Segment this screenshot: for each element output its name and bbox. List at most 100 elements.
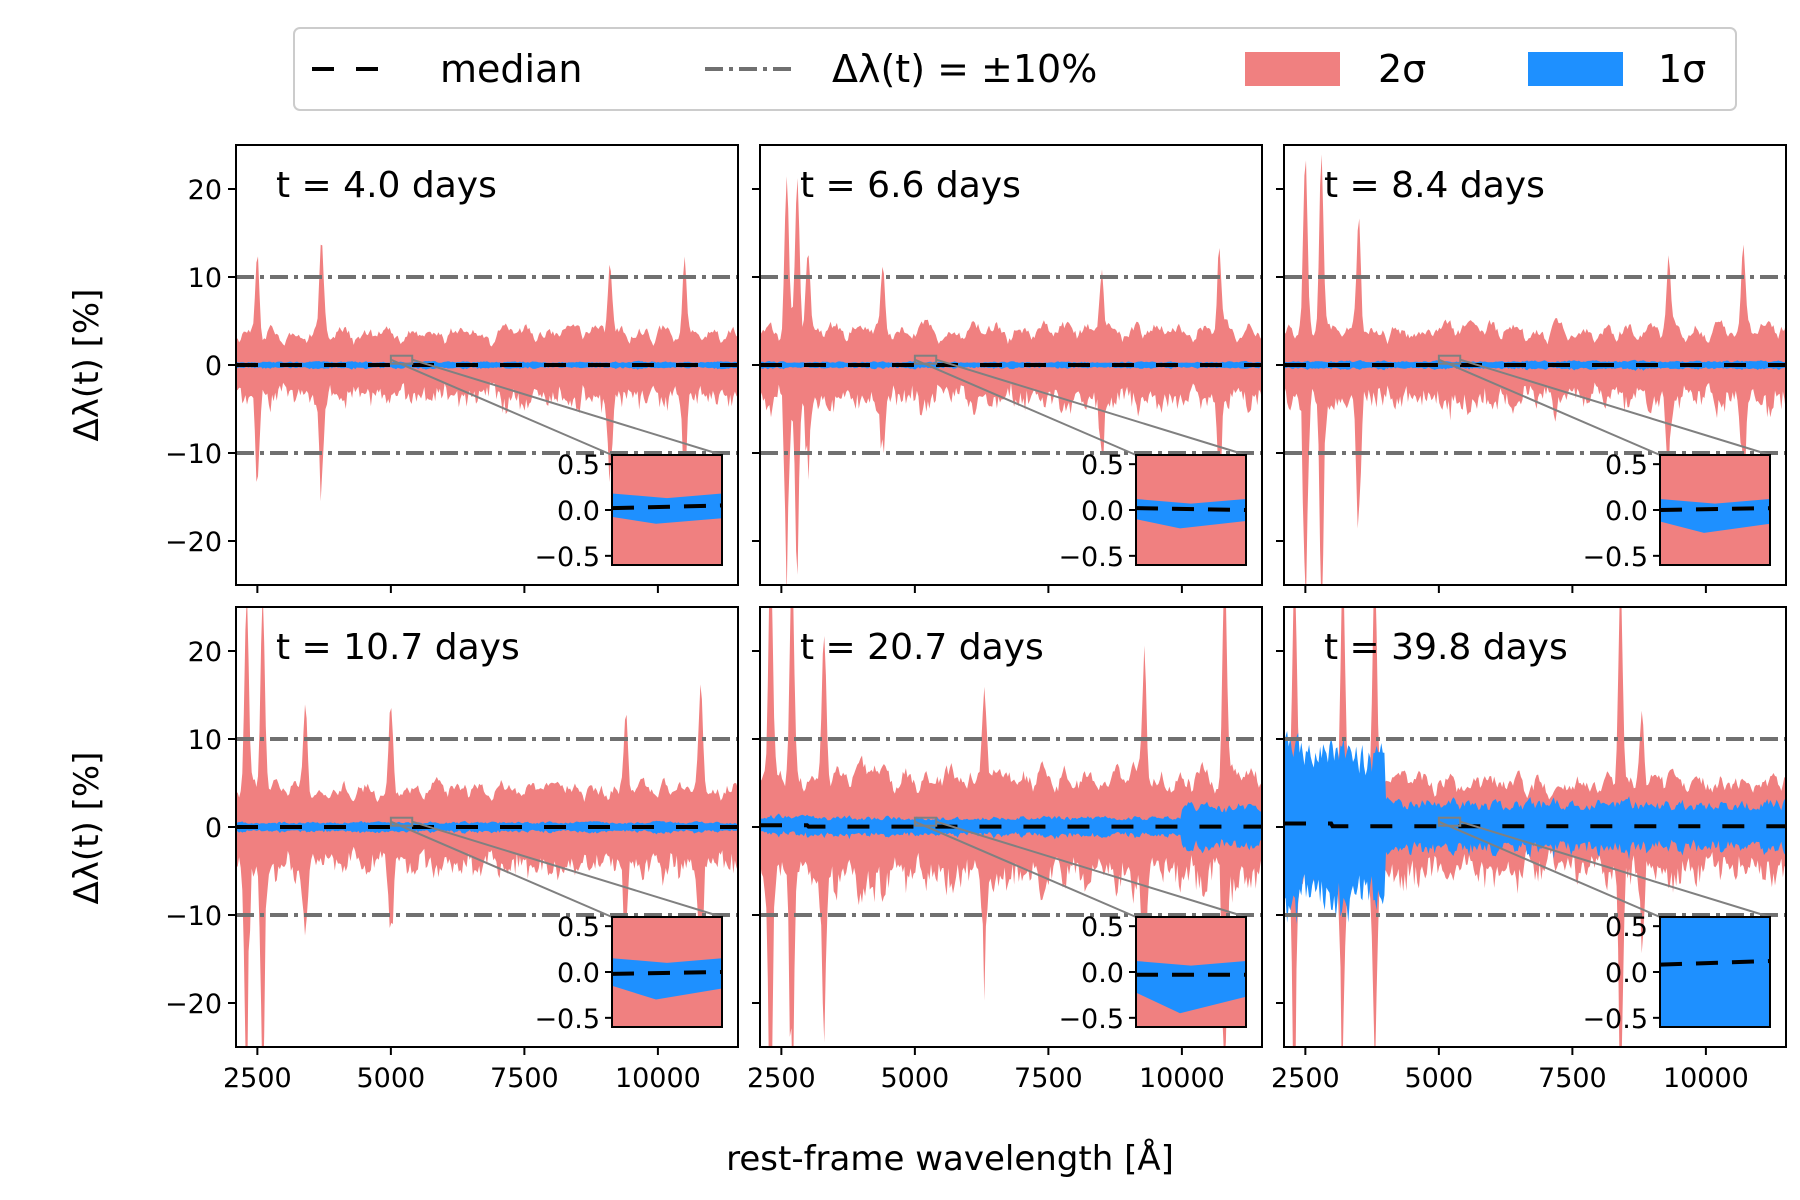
inset-y-tick-label: 0.0 [1081,958,1124,989]
legend-threshold-label: Δλ(t) = ±10% [832,47,1097,91]
one-sigma-band [1284,359,1786,371]
x-tick-label: 7500 [1538,1063,1607,1094]
inset-axes: 0.5 0.0 −0.5 [1582,912,1771,1035]
inset-y-tick-label: −0.5 [1058,542,1124,573]
y-tick-label: −10 [165,439,222,470]
inset-y-tick-label: 0.5 [1081,912,1124,943]
inset-median [1659,959,1771,967]
inset-y-tick-label: −0.5 [534,542,600,573]
legend: median Δλ(t) = ±10% 2σ 1σ [293,27,1737,111]
subplot-panel: 2500 5000 7500 10000 20 10 0 −10 −20 t = 10.7 day… [165,606,739,1094]
legend-1sigma-swatch [1528,52,1623,86]
y-tick-label: −20 [165,527,222,558]
panel-title: t = 4.0 days [276,165,497,206]
plot-area [1284,154,1786,585]
one-sigma-band [760,361,1262,370]
plot-area [236,244,738,502]
y-tick-label: 20 [188,637,222,668]
subplot-panel: 2500 5000 7500 10000 t = 20.7 days 0.5 0.0 −0.5 [747,606,1263,1094]
two-sigma-band [236,244,738,502]
inset-axes: 0.5 0.0 −0.5 [534,450,723,573]
two-sigma-band [1284,154,1786,585]
inset-y-tick-label: 0.0 [1605,496,1648,527]
x-tick-label: 10000 [1663,1063,1749,1094]
subplot-panel: t = 8.4 days 0.5 0.0 −0.5 [1276,144,1787,593]
y-tick-label: 0 [205,351,222,382]
panel-title: t = 6.6 days [800,165,1021,206]
inset-axes: 0.5 0.0 −0.5 [1582,450,1771,573]
inset-axes: 0.5 0.0 −0.5 [1058,450,1247,573]
inset-y-tick-label: −0.5 [1582,1004,1648,1035]
x-tick-label: 5000 [881,1063,950,1094]
y-tick-label: 10 [188,725,222,756]
plot-area [760,607,1262,1047]
subplot-panel: 2500 5000 7500 10000 t = 39.8 days 0.5 0.0 −0.5 [1271,606,1787,1094]
plot-area [1284,607,1786,1047]
panel-title: t = 39.8 days [1324,627,1568,668]
x-tick-label: 10000 [615,1063,701,1094]
zoom-connector [914,358,1137,456]
inset-two-sigma [1660,917,1770,1027]
inset-median [611,503,723,511]
inset-one-sigma [612,958,722,1000]
panel-title: t = 20.7 days [800,627,1044,668]
y-tick-label: 10 [188,263,222,294]
panel-title: t = 8.4 days [1324,165,1545,206]
zoom-connector [1459,820,1771,918]
inset-y-tick-label: 0.5 [1605,912,1648,943]
zoom-connector [1459,358,1771,456]
y-axis-label-bottom: Δλ(t) [%] [67,752,107,905]
zoom-connector [1438,820,1661,918]
zoom-connector [411,820,723,918]
x-axis-label: rest-frame wavelength [Å] [726,1138,1174,1179]
y-tick-label: −20 [165,989,222,1020]
inset-axes: 0.5 0.0 −0.5 [1058,912,1247,1035]
subplot-panel: t = 6.6 days 0.5 0.0 −0.5 [752,144,1263,593]
inset-y-tick-label: −0.5 [534,1004,600,1035]
x-tick-label: 5000 [1405,1063,1474,1094]
zoom-connector [390,820,613,918]
inset-y-tick-label: −0.5 [1058,1004,1124,1035]
inset-y-tick-label: 0.5 [1605,450,1648,481]
one-sigma-band [236,820,738,835]
inset-median [1659,506,1771,512]
x-tick-label: 2500 [1271,1063,1340,1094]
panel-title: t = 10.7 days [276,627,520,668]
inset-axes: 0.5 0.0 −0.5 [534,912,723,1035]
x-tick-label: 7500 [490,1063,559,1094]
zoom-connector [935,820,1247,918]
y-tick-label: −10 [165,901,222,932]
x-tick-label: 5000 [357,1063,426,1094]
subplot-panel: 20 10 0 −10 −20 t = 4.0 days 0.5 0.0 −0.5 [165,144,739,593]
zoom-connector [914,820,1137,918]
y-axis-label-top: Δλ(t) [%] [67,289,107,442]
x-tick-label: 10000 [1139,1063,1225,1094]
inset-y-tick-label: 0.0 [1081,496,1124,527]
legend-2sigma-swatch [1245,52,1340,86]
legend-1sigma-label: 1σ [1658,47,1706,91]
two-sigma-band [236,607,738,1047]
y-tick-label: 0 [205,813,222,844]
plot-area [236,607,738,1047]
inset-y-tick-label: −0.5 [1582,542,1648,573]
inset-y-tick-label: 0.5 [557,912,600,943]
legend-2sigma-label: 2σ [1378,47,1426,91]
x-tick-label: 2500 [747,1063,816,1094]
two-sigma-band [760,176,1262,585]
legend-frame [293,27,1737,111]
inset-y-tick-label: 0.5 [557,450,600,481]
one-sigma-band [236,360,738,370]
one-sigma-band [760,801,1262,854]
inset-y-tick-label: 0.0 [1605,958,1648,989]
inset-one-sigma [1136,499,1246,529]
one-sigma-band [1284,730,1786,925]
inset-y-tick-label: 0.0 [557,958,600,989]
zoom-connector [935,358,1247,456]
zoom-connector [1438,358,1661,456]
inset-y-tick-label: 0.0 [557,496,600,527]
legend-median-label: median [440,47,582,91]
inset-median [1135,506,1247,512]
zoom-connector [390,358,613,456]
zoom-connector [411,358,723,456]
